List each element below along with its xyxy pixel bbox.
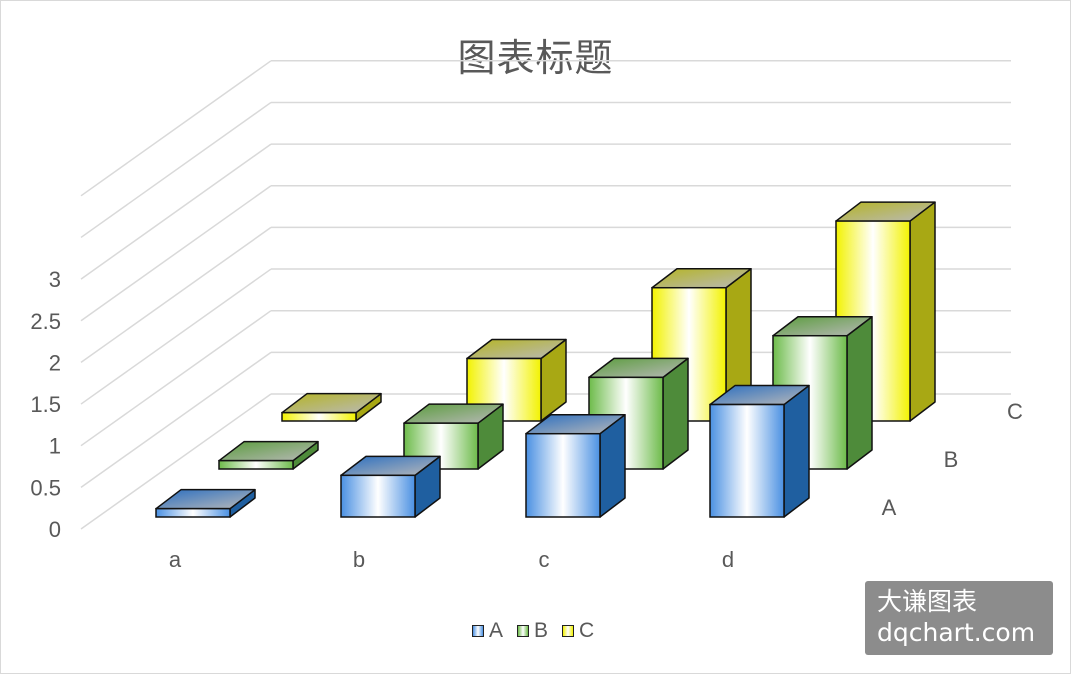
bar-front-a-d — [709, 403, 785, 518]
bar-front-a-c — [525, 432, 601, 518]
y-tick-label-0-5: 0.5 — [30, 475, 61, 500]
bar-b-c — [588, 357, 689, 470]
watermark-line2: dqchart.com — [877, 618, 1036, 647]
legend-label-b: B — [534, 619, 549, 642]
gridline-side-6 — [80, 143, 272, 280]
y-tick-label-1-5: 1.5 — [30, 392, 61, 417]
y-axis-ticks: 0 0.5 1 1.5 2 2.5 3 — [30, 267, 61, 542]
gridline-side-1 — [80, 351, 272, 488]
bars — [155, 201, 936, 518]
y-tick-label-0: 0 — [49, 517, 61, 542]
gridline-side-5 — [80, 185, 272, 322]
legend-label-c: C — [579, 619, 595, 642]
y-tick-label-1: 1 — [49, 434, 61, 459]
x-tick-label-a: a — [169, 547, 182, 572]
gridline-side-0 — [80, 393, 272, 530]
bar-side-b-d — [846, 315, 873, 470]
depth-label-a: A — [882, 495, 897, 520]
legend-label-a: A — [489, 619, 504, 642]
bar-a-d — [709, 384, 810, 518]
legend-swatch-a — [472, 625, 484, 637]
bar-side-a-d — [783, 384, 810, 518]
bar-b-a — [218, 440, 319, 470]
chart-title: 图表标题 — [457, 36, 614, 80]
bar-a-b — [340, 455, 441, 518]
bar-a-a — [155, 488, 256, 518]
x-axis-categories: a b c d — [169, 547, 734, 572]
bar-front-b-a — [218, 459, 294, 470]
legend-swatch-c — [562, 625, 575, 637]
x-tick-label-b: b — [353, 547, 365, 572]
gridline-side-3 — [80, 268, 272, 405]
legend-item-b[interactable]: B — [517, 619, 548, 643]
y-tick-label-3: 3 — [49, 267, 61, 292]
bar-front-c-a — [281, 411, 357, 422]
watermark: 大谦图表 dqchart.com — [865, 581, 1053, 655]
legend-swatch-b — [517, 625, 530, 637]
gridline-side-4 — [80, 226, 272, 364]
bar-a-c — [525, 413, 626, 518]
watermark-line1: 大谦图表 — [877, 587, 978, 616]
bar-side-c-d — [909, 201, 936, 422]
y-tick-label-2: 2 — [49, 350, 61, 375]
x-tick-label-d: d — [722, 547, 734, 572]
gridline-side-8 — [80, 60, 272, 197]
legend-item-c[interactable]: C — [562, 619, 594, 643]
depth-label-c: C — [1007, 399, 1023, 424]
bar-front-a-a — [155, 507, 231, 518]
y-tick-label-2-5: 2.5 — [30, 309, 61, 334]
legend: A B C — [472, 619, 594, 643]
legend-item-a[interactable]: A — [472, 619, 503, 643]
depth-axis-series: A B C — [882, 399, 1023, 520]
x-tick-label-c: c — [539, 547, 550, 572]
depth-label-b: B — [944, 447, 959, 472]
gridline-side-2 — [80, 310, 272, 447]
bar-c-a — [281, 392, 382, 422]
gridline-side-7 — [80, 101, 272, 239]
bar-front-a-b — [340, 474, 416, 518]
bar-b-b — [403, 403, 504, 470]
